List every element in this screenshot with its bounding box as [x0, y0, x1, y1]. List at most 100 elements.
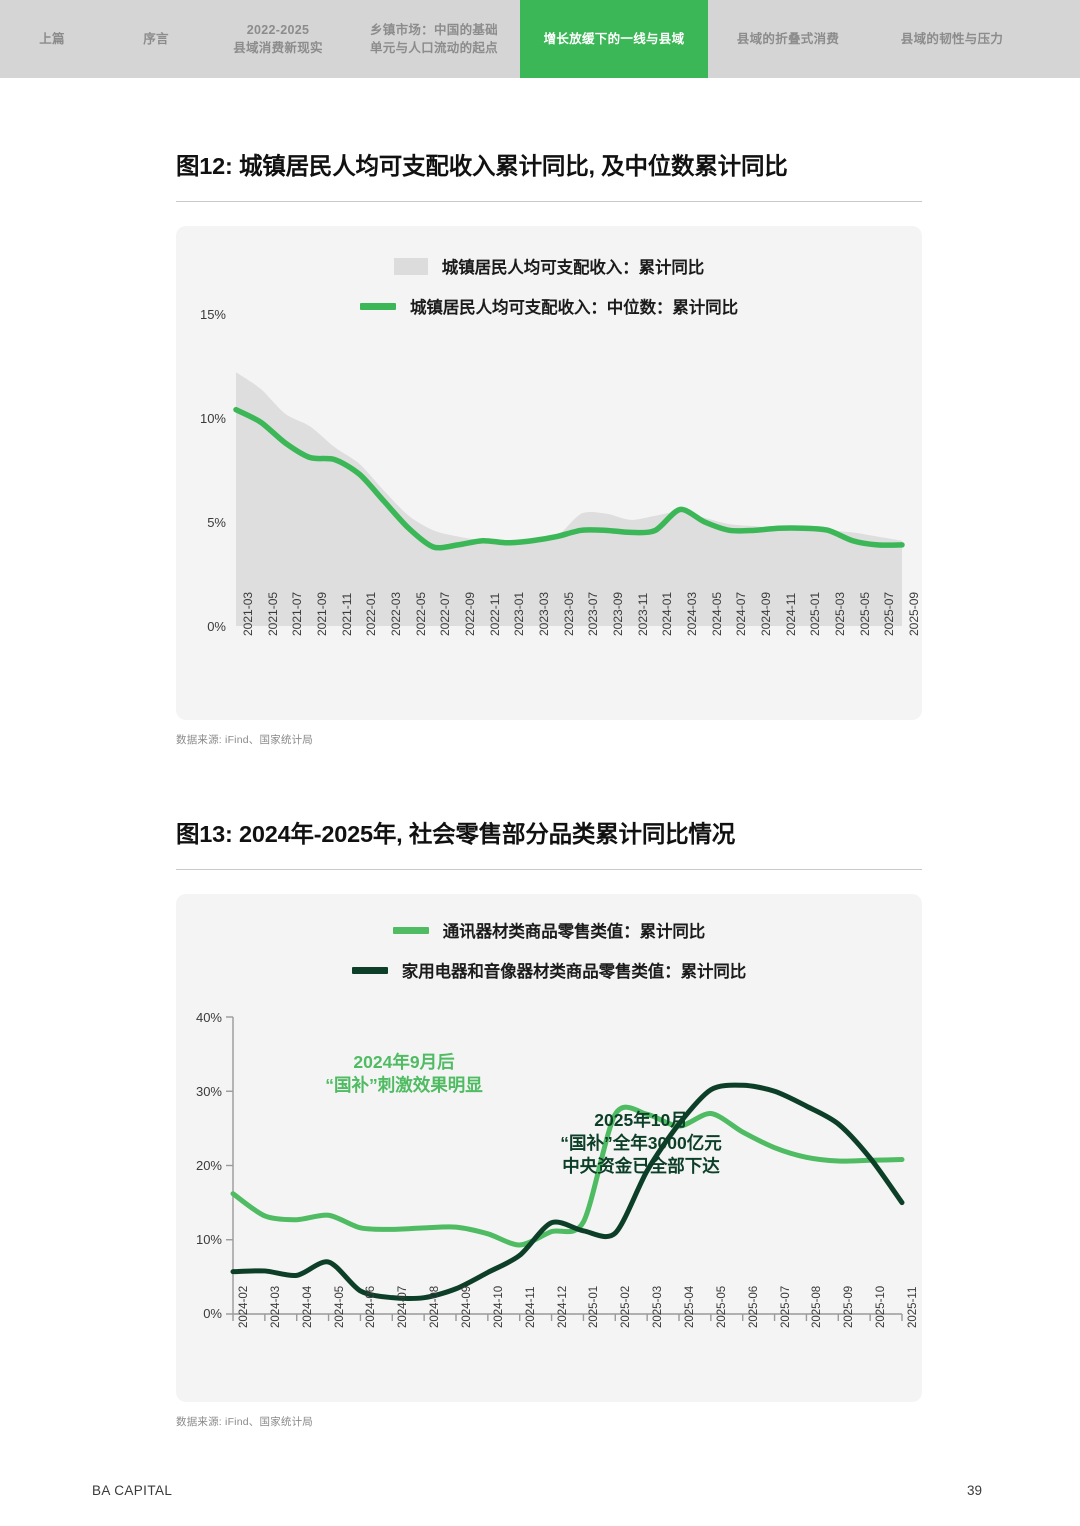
figure-13-ytick-0: 0%: [203, 1306, 222, 1321]
figure-12-xtick-label: 2025-03: [833, 591, 847, 636]
legend-swatch-line-icon: [359, 302, 396, 310]
nav-tab-5[interactable]: 县域的折叠式消费: [736, 31, 840, 46]
figure-13-ytick-40: 40%: [195, 1010, 222, 1025]
figure-12-legend: 城镇居民人均可支配收入：累计同比 城镇居民人均可支配收入：中位数：累计同比: [176, 254, 922, 318]
legend-item-area: 城镇居民人均可支配收入：累计同比: [176, 254, 922, 278]
figure-12-xtick-label: 2021-05: [265, 591, 280, 636]
figure-13-xtick-label: 2024-09: [461, 1285, 473, 1328]
figure-13-source: 数据来源: iFind、国家统计局: [176, 1416, 313, 1428]
figure-12-ytick-0: 0%: [207, 619, 226, 634]
figure-12-median-line: [233, 406, 905, 551]
figure-12-xtick-label: 2021-11: [339, 592, 354, 636]
figure-13-xtick-label: 2025-06: [747, 1285, 760, 1328]
figure-13-xtick-label: 2024-02: [238, 1285, 250, 1328]
figure-12: 图12: 城镇居民人均可支配收入累计同比, 及中位数累计同比 城镇居民人均可支配…: [176, 147, 922, 747]
figure-12-xtick-label: 2023-07: [586, 591, 601, 636]
figure-13-xtick-marks: [232, 1314, 903, 1321]
figure-13-title: 图13: 2024年-2025年, 社会零售部分品类累计同比情况: [176, 821, 736, 847]
legend-label-area: 城镇居民人均可支配收入：累计同比: [441, 259, 705, 277]
figure-12-xtick-label: 2022-07: [438, 591, 453, 636]
nav-tab-4-active[interactable]: 增长放缓下的一线与县域: [520, 0, 708, 78]
figure-13-xtick-label: 2024-07: [397, 1285, 410, 1328]
figure-12-source: 数据来源: iFind、国家统计局: [176, 734, 313, 746]
figure-13-appliance-line: [230, 1082, 905, 1301]
nav-tab-1[interactable]: 序言: [143, 31, 169, 46]
figure-12-xtick-label: 2024-11: [783, 592, 798, 636]
legend-item-appliance: 家用电器和音像器材类商品零售类值：累计同比: [176, 958, 922, 982]
figure-12-ytick-5: 5%: [207, 515, 226, 530]
figure-12-ytick-15: 15%: [199, 307, 226, 322]
figure-13-xtick-label: 2024-12: [556, 1285, 569, 1328]
footer-page-number: 39: [966, 1483, 982, 1498]
figure-13-panel: 通讯器材类商品零售类值：累计同比 家用电器和音像器材类商品零售类值：累计同比 4…: [176, 894, 922, 1402]
figure-12-xtick-label: 2022-11: [487, 592, 502, 636]
figure-13-ytick-marks: [226, 1016, 233, 1315]
figure-12-xtick-label: 2025-01: [808, 591, 823, 636]
figure-12-xtick-label: 2024-03: [685, 591, 699, 636]
figure-12-area-series: [236, 372, 902, 626]
figure-12-xtick-label: 2021-09: [315, 591, 329, 636]
figure-12-xtick-label: 2022-09: [463, 591, 477, 636]
figure-13-xtick-label: 2025-02: [620, 1285, 633, 1328]
figure-12-rule: [176, 201, 922, 202]
figure-12-xtick-label: 2025-09: [907, 591, 921, 636]
figure-13-xtick-label: 2025-10: [875, 1285, 888, 1328]
figure-13-ytick-10: 10%: [195, 1232, 222, 1247]
nav-tab-6[interactable]: 县域的韧性与压力: [900, 31, 1004, 46]
figure-12-xtick-label: 2021-07: [290, 591, 305, 636]
figure-12-xtick-label: 2022-01: [364, 591, 379, 636]
figure-12-xtick-label: 2025-05: [857, 591, 872, 636]
section-navbar: 上篇 序言 2022-2025 县域消费新现实 乡镇市场：中国的基础 单元与人口…: [0, 0, 1080, 78]
nav-tab-3[interactable]: 乡镇市场：中国的基础 单元与人口流动的起点: [369, 22, 498, 55]
figure-13-ytick-30: 30%: [195, 1084, 222, 1099]
figure-13-ytick-20: 20%: [195, 1158, 222, 1173]
figure-12-xtick-label: 2024-09: [759, 591, 773, 636]
legend-swatch-telecom-icon: [392, 926, 429, 934]
figure-13-annotation-2: 2025年10月 “国补”全年3000亿元 中央资金已全部下达: [560, 1110, 722, 1177]
figure-13-xtick-label: 2025-11: [907, 1286, 919, 1328]
figure-13-xtick-label: 2025-03: [652, 1285, 665, 1328]
nav-tab-2[interactable]: 2022-2025 县域消费新现实: [233, 22, 323, 55]
legend-swatch-area-icon: [393, 257, 428, 275]
figure-13-xtick-label: 2025-07: [779, 1285, 792, 1328]
figure-12-xtick-label: 2023-01: [512, 591, 527, 636]
figure-13-xtick-label: 2024-05: [333, 1285, 346, 1328]
figure-12-xtick-label: 2022-03: [389, 591, 403, 636]
figure-13-xtick-label: 2024-08: [429, 1285, 442, 1328]
figure-12-ytick-10: 10%: [199, 411, 226, 426]
figure-12-xtick-label: 2024-01: [660, 591, 675, 636]
figure-12-plot: [233, 372, 905, 626]
figure-13-xtick-label: 2025-05: [715, 1285, 728, 1328]
figure-12-xtick-label: 2023-09: [611, 591, 625, 636]
figure-12-xtick-label: 2023-03: [537, 591, 551, 636]
legend-label-median: 城镇居民人均可支配收入：中位数：累计同比: [409, 299, 738, 317]
figure-12-title: 图12: 城镇居民人均可支配收入累计同比, 及中位数累计同比: [176, 153, 788, 179]
figure-13-plot: [226, 1016, 905, 1321]
figure-12-xtick-label: 2021-03: [241, 591, 255, 636]
legend-item-telecom: 通讯器材类商品零售类值：累计同比: [176, 918, 922, 942]
figure-13-xtick-label: 2024-10: [492, 1285, 505, 1328]
figure-13-xtick-label: 2024-11: [524, 1286, 537, 1328]
figure-13-xtick-label: 2025-08: [811, 1285, 824, 1328]
figure-13-xtick-label: 2025-09: [843, 1285, 856, 1328]
figure-12-xtick-label: 2023-05: [561, 591, 576, 636]
legend-item-median: 城镇居民人均可支配收入：中位数：累计同比: [176, 294, 922, 318]
figure-12-xtick-label: 2024-07: [734, 591, 749, 636]
figure-13: 图13: 2024年-2025年, 社会零售部分品类累计同比情况 通讯器材类商品…: [176, 815, 922, 1429]
figure-12-xtick-label: 2022-05: [413, 591, 428, 636]
figure-13-telecom-line: [230, 1104, 905, 1248]
legend-label-appliance: 家用电器和音像器材类商品零售类值：累计同比: [401, 963, 747, 981]
figure-12-panel: 城镇居民人均可支配收入：累计同比 城镇居民人均可支配收入：中位数：累计同比 15…: [176, 226, 922, 720]
figure-13-annotation-1: 2024年9月后 “国补”刺激效果明显: [325, 1052, 483, 1096]
figure-13-legend: 通讯器材类商品零售类值：累计同比 家用电器和音像器材类商品零售类值：累计同比: [176, 918, 922, 982]
figure-12-xtick-label: 2024-05: [709, 591, 724, 636]
nav-tab-0[interactable]: 上篇: [39, 31, 65, 46]
legend-swatch-appliance-icon: [351, 966, 388, 974]
footer-brand: BA CAPITAL: [92, 1483, 173, 1498]
figure-13-xtick-label: 2025-04: [684, 1285, 696, 1328]
figure-12-xtick-label: 2023-11: [635, 592, 650, 636]
figure-13-xtick-label: 2024-06: [365, 1285, 378, 1328]
figure-13-rule: [176, 869, 922, 870]
figure-13-xtick-label: 2024-03: [269, 1285, 282, 1328]
